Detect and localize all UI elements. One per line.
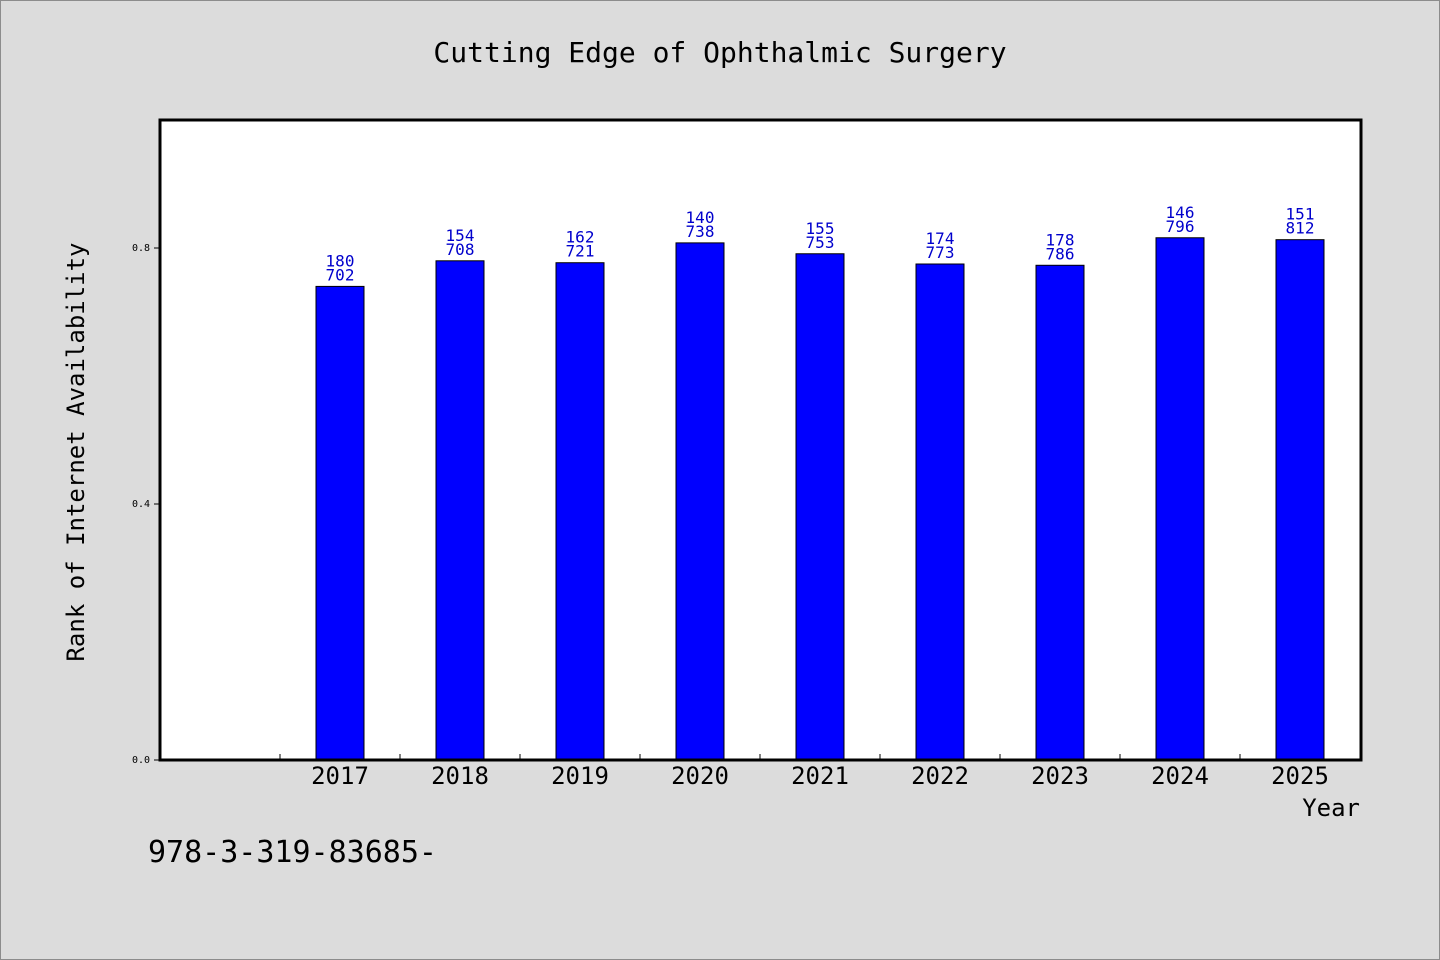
y-tick-label: 0.8 [132,243,150,254]
x-tick-label: 2017 [311,762,369,790]
data-label-bottom: 702 [326,265,355,284]
data-label-top: 174 [926,229,955,248]
bars [315,237,1325,761]
chart-title: Cutting Edge of Ophthalmic Surgery [433,36,1006,69]
data-label-bottom: 708 [446,240,475,259]
x-tick-label: 2019 [551,762,609,790]
y-axis-ticks: 0.0 0.4 0.8 [132,243,160,766]
data-label-top: 140 [686,208,715,227]
x-tick-label: 2021 [791,762,849,790]
x-tick-label: 2024 [1151,762,1209,790]
x-tick-label: 2022 [911,762,969,790]
data-label-top: 151 [1286,205,1315,224]
bar-2019 [555,262,605,761]
bar-2022 [915,263,965,761]
data-label-top: 180 [326,251,355,270]
x-axis-label: Year [1302,794,1360,822]
x-tick-label: 2025 [1271,762,1329,790]
x-tick-label: 2020 [671,762,729,790]
bar-2025 [1275,239,1325,761]
bar-2021 [795,253,845,761]
data-label-top: 146 [1166,203,1195,222]
data-label-top: 155 [806,219,835,238]
data-label-top: 154 [446,226,475,245]
bar-2020 [675,242,725,761]
bar-2018 [435,260,485,761]
y-axis-label: Rank of Internet Availability [62,242,90,661]
x-axis-ticks: 2017 2018 2019 2020 2021 2022 2023 2024 2025 [279,754,1361,790]
data-label-bottom: 753 [806,233,835,252]
data-label-top: 178 [1046,230,1075,249]
data-label-bottom: 786 [1046,244,1075,263]
data-label-bottom: 738 [686,222,715,241]
data-label-bottom: 773 [926,243,955,262]
data-label-bottom: 721 [566,242,595,261]
x-tick-label: 2023 [1031,762,1089,790]
data-label-bottom: 796 [1166,217,1195,236]
data-label-top: 162 [566,228,595,247]
y-tick-label: 0.4 [132,499,150,510]
data-label-bottom: 812 [1286,219,1315,238]
y-tick-label: 0.0 [132,755,150,766]
x-tick-label: 2018 [431,762,489,790]
footnote-isbn: 978-3-319-83685- [148,835,437,870]
bar-2023 [1035,264,1085,761]
bar-2024 [1155,237,1205,761]
plot-border [158,118,1363,762]
bar-2017 [315,285,365,761]
